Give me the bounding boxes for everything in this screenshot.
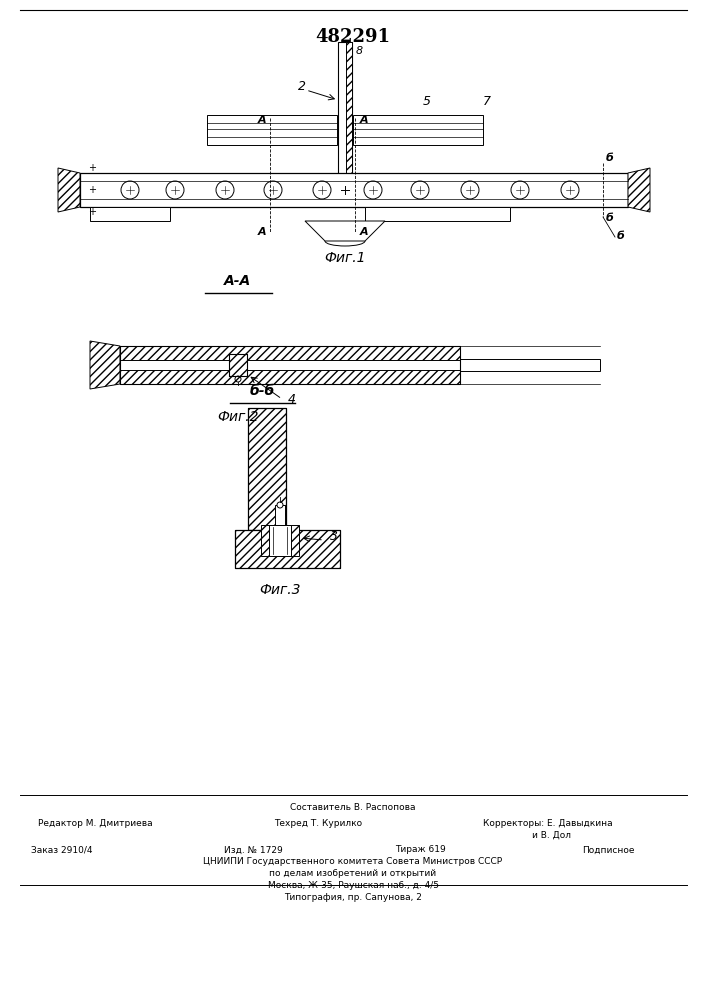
Text: 482291: 482291 xyxy=(315,28,390,46)
Text: А: А xyxy=(360,115,368,125)
Text: б-б: б-б xyxy=(250,384,274,398)
Bar xyxy=(235,530,340,568)
Bar xyxy=(207,115,337,145)
Polygon shape xyxy=(229,354,247,376)
Text: +: + xyxy=(88,207,96,217)
Bar xyxy=(460,359,600,371)
Bar xyxy=(269,525,291,556)
Text: по делам изобретений и открытий: по делам изобретений и открытий xyxy=(269,869,436,879)
Text: +: + xyxy=(88,163,96,173)
Text: Подписное: Подписное xyxy=(582,846,634,854)
Text: 4: 4 xyxy=(288,393,296,406)
Bar xyxy=(338,42,352,180)
Text: +: + xyxy=(88,185,96,195)
Text: Типография, пр. Сапунова, 2: Типография, пр. Сапунова, 2 xyxy=(284,892,422,902)
Polygon shape xyxy=(346,42,352,180)
Text: Фиг.1: Фиг.1 xyxy=(325,251,366,265)
Text: 5: 5 xyxy=(423,95,431,108)
Polygon shape xyxy=(120,346,460,360)
Polygon shape xyxy=(90,341,120,389)
Bar xyxy=(80,173,628,207)
Text: ЦНИИПИ Государственного комитета Совета Министров СССР: ЦНИИПИ Государственного комитета Совета … xyxy=(204,857,503,866)
Bar xyxy=(353,115,483,145)
Text: А: А xyxy=(258,227,267,237)
Text: 2: 2 xyxy=(298,80,306,93)
Text: Составитель В. Распопова: Составитель В. Распопова xyxy=(291,804,416,812)
Bar xyxy=(248,408,286,530)
Text: б: б xyxy=(617,231,625,241)
Text: А: А xyxy=(258,115,267,125)
Text: 3: 3 xyxy=(330,530,338,543)
Text: Изд. № 1729: Изд. № 1729 xyxy=(223,846,282,854)
Bar xyxy=(275,505,285,525)
Text: Фиг.3: Фиг.3 xyxy=(259,583,300,597)
Bar xyxy=(120,346,460,384)
Text: 8: 8 xyxy=(356,46,363,56)
Text: и В. Дол: и В. Дол xyxy=(532,830,571,840)
Text: Корректоры: Е. Давыдкина: Корректоры: Е. Давыдкина xyxy=(483,818,613,828)
Polygon shape xyxy=(261,525,299,556)
Circle shape xyxy=(277,502,283,508)
Bar xyxy=(90,207,170,221)
Polygon shape xyxy=(58,168,80,212)
Polygon shape xyxy=(235,530,340,568)
Text: А: А xyxy=(360,227,368,237)
Text: Москва, Ж-35, Раушская наб., д. 4/5: Москва, Ж-35, Раушская наб., д. 4/5 xyxy=(267,882,438,890)
Text: б: б xyxy=(606,153,614,163)
Text: Фиг.2: Фиг.2 xyxy=(217,410,259,424)
Polygon shape xyxy=(120,370,460,384)
Polygon shape xyxy=(248,408,286,530)
Bar xyxy=(229,354,247,376)
Text: 7: 7 xyxy=(483,95,491,108)
Text: Тираж 619: Тираж 619 xyxy=(395,846,445,854)
Text: Техред Т. Курилко: Техред Т. Курилко xyxy=(274,818,362,828)
Polygon shape xyxy=(305,221,385,241)
Text: Редактор М. Дмитриева: Редактор М. Дмитриева xyxy=(37,818,152,828)
Text: Заказ 2910/4: Заказ 2910/4 xyxy=(31,846,93,854)
Text: б: б xyxy=(606,213,614,223)
Polygon shape xyxy=(628,168,650,212)
Text: А-А: А-А xyxy=(224,274,252,288)
Bar xyxy=(365,207,510,221)
